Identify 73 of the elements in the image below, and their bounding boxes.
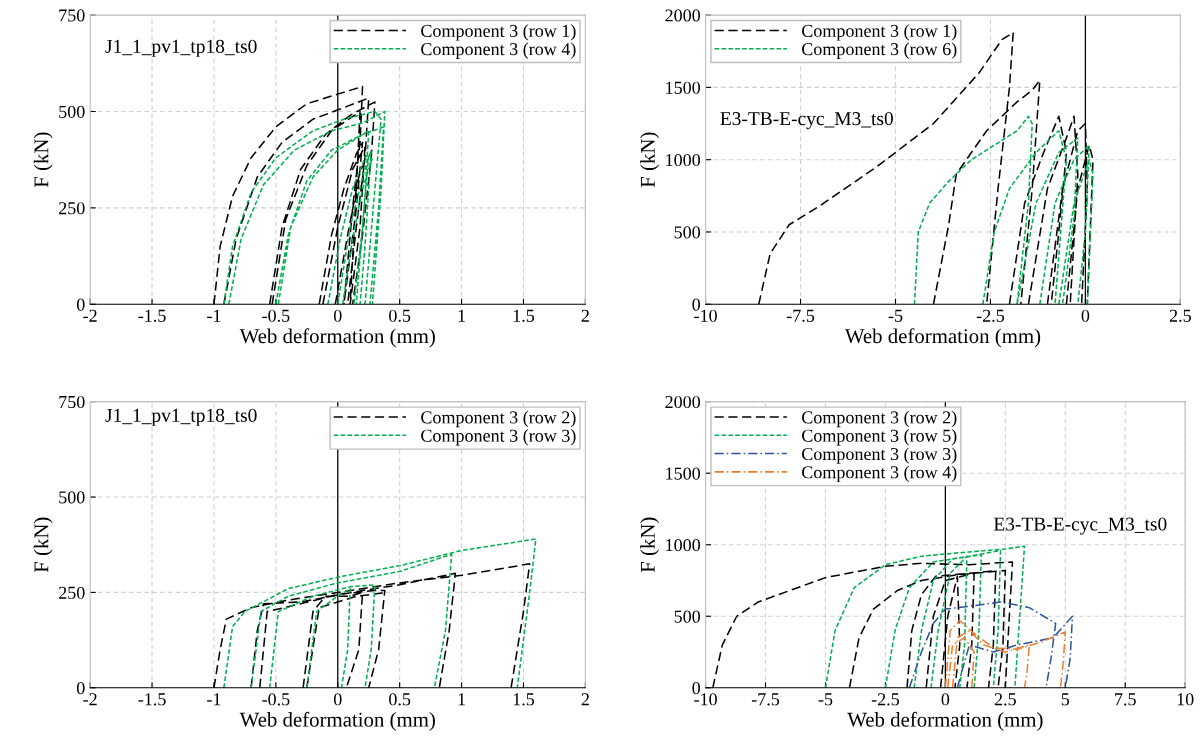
x-tick-label: -2 [83,309,97,322]
y-axis-title: F (kN) [640,517,660,573]
y-tick-label: 750 [59,9,85,22]
x-tick-label: 2.5 [1169,309,1191,322]
x-tick-label: -2.5 [976,309,1005,322]
x-tick-label: -0.5 [262,309,290,322]
legend-label: Component 3 (row 2) [421,410,576,428]
x-tick-label: -1 [207,693,221,706]
x-tick-label: 0 [333,309,342,322]
legend-label: Component 3 (row 1) [802,24,957,41]
x-tick-label: 0 [1081,309,1090,322]
x-tick-label: 1 [458,309,465,322]
annotation: E3-TB-E-cyc_M3_ts0 [993,517,1167,535]
y-axis-title: F (kN) [33,517,53,573]
y-tick-label: 750 [59,395,85,409]
x-tick-label: 0 [333,693,342,706]
x-tick-label: -1 [207,309,221,322]
y-tick-label: 1500 [666,81,701,94]
y-tick-label: 2000 [665,9,701,22]
x-tick-label: -5 [818,693,833,706]
legend-label: Component 3 (row 4) [802,465,957,483]
legend-label: Component 3 (row 3) [802,447,957,464]
y-tick-label: 0 [692,682,701,695]
x-tick-label: -1.5 [138,693,166,706]
x-tick-label: 1 [458,693,465,706]
y-tick-label: 500 [59,491,85,504]
y-axis-title: F (kN) [33,132,53,188]
annotation: J1_1_pv1_tp18_ts0 [105,408,257,426]
x-tick-label: -0.5 [262,693,290,706]
x-axis-title: Web deformation (mm) [844,328,1041,348]
y-tick-label: 1500 [666,467,701,480]
legend-label: Component 3 (row 5) [802,429,957,446]
y-tick-label: 500 [674,610,701,623]
x-tick-label: 7.5 [1115,693,1136,706]
y-tick-label: 1000 [666,153,701,167]
x-tick-label: 2.5 [994,693,1016,706]
legend-label: Component 3 (row 2) [802,410,957,428]
x-tick-label: -2.5 [871,693,900,706]
x-tick-label: -7.5 [786,309,815,322]
legend-label: Component 3 (row 6) [802,42,957,59]
x-tick-label: -1.5 [138,309,166,322]
x-tick-label: 0 [941,693,950,706]
annotation: J1_1_pv1_tp18_ts0 [105,39,257,57]
x-axis-title: Web deformation (mm) [239,711,435,731]
y-tick-label: 0 [76,298,85,311]
x-tick-label: 2 [581,693,589,706]
legend-label: Component 3 (row 4) [421,42,576,59]
y-tick-label: 1000 [666,538,701,552]
x-tick-label: 1.5 [513,309,535,322]
x-tick-label: 1.5 [513,693,535,706]
x-tick-label: 2 [581,309,589,322]
x-tick-label: -7.5 [751,693,780,706]
x-axis-title: Web deformation (mm) [239,328,435,348]
y-tick-label: 0 [76,682,85,695]
y-axis-title: F (kN) [640,132,660,188]
y-tick-label: 250 [59,202,85,215]
x-tick-label: -10 [694,309,717,322]
x-tick-label: -10 [694,693,717,706]
y-tick-label: 0 [692,298,701,311]
x-axis-title: Web deformation (mm) [847,711,1043,731]
x-tick-label: 0.5 [389,693,411,706]
x-tick-label: 5 [1061,693,1070,706]
legend-label: Component 3 (row 1) [421,24,576,41]
y-tick-label: 500 [59,105,85,118]
annotation: E3-TB-E-cyc_M3_ts0 [720,112,893,130]
legend-label: Component 3 (row 3) [421,429,576,446]
x-tick-label: -2 [83,693,97,706]
y-tick-label: 250 [59,586,85,599]
x-tick-label: 10 [1177,693,1194,706]
y-tick-label: 500 [674,226,701,239]
y-tick-label: 2000 [665,395,701,409]
x-tick-label: 0.5 [389,309,411,322]
x-tick-label: -5 [888,309,903,322]
